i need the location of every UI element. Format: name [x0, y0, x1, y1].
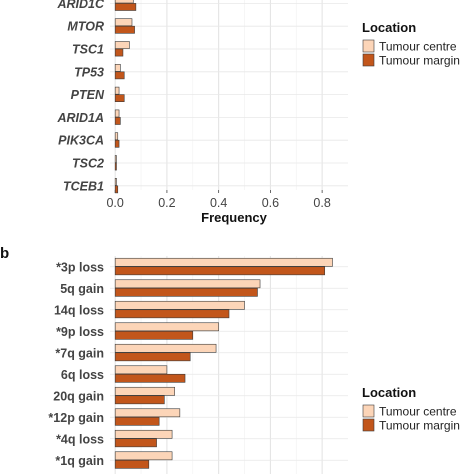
x-tick-label: 0.2 [158, 196, 175, 210]
category-label: PIK3CA [58, 134, 104, 148]
bar-tumour-margin [114, 71, 125, 80]
legend-swatch [362, 404, 375, 418]
bar-tumour-centre [114, 41, 130, 49]
x-tick-label: 0.0 [106, 196, 123, 210]
bar-tumour-centre [114, 64, 121, 72]
panel-b-copy-number-chart: *3p loss 5q gain 14q loss *9p loss *7q gain 6… [0, 245, 460, 474]
category-label: *3p loss [56, 260, 104, 274]
bar-tumour-centre [114, 386, 175, 396]
bar-tumour-margin [114, 352, 191, 362]
bar-tumour-centre [114, 132, 119, 141]
bar-tumour-centre [114, 322, 219, 332]
bar-tumour-centre [114, 365, 168, 375]
grid [110, 0, 348, 190]
bar-tumour-centre [114, 109, 120, 118]
category-label: 6q loss [61, 368, 104, 382]
bar-tumour-centre [114, 257, 333, 267]
legend-label: Tumour centre [379, 405, 457, 419]
legend-swatch [362, 53, 375, 67]
bar-tumour-centre [114, 408, 181, 418]
x-tick-label: 0.8 [313, 196, 330, 210]
bar-tumour-margin [114, 266, 326, 276]
bar-tumour-centre [114, 155, 117, 163]
category-label: *7q gain [55, 346, 104, 360]
legend-label: Tumour centre [379, 40, 457, 54]
x-axis-title: Frequency [201, 210, 268, 225]
category-label: *12p gain [48, 411, 104, 425]
category-label: PTEN [71, 88, 105, 102]
legend-label: Tumour margin [379, 419, 460, 433]
panel-a-gene-frequency-chart: ARID1C MTOR TSC1 TP53 PTEN ARID1A PIK3CA TSC2 TC… [56, 0, 460, 225]
bar-tumour-margin [114, 117, 121, 125]
bar-tumour-margin [114, 48, 124, 57]
category-label: *4q loss [56, 432, 104, 446]
bar-tumour-centre [114, 279, 261, 289]
bar-tumour-margin [114, 309, 230, 319]
bar-tumour-margin [114, 25, 135, 34]
panel-label: b [0, 245, 9, 262]
bar-tumour-centre [114, 178, 117, 186]
x-tick-label: 0.6 [262, 196, 279, 210]
bar-tumour-margin [114, 3, 137, 11]
bar-tumour-margin [114, 438, 157, 448]
category-label: ARID1A [56, 111, 104, 125]
bar-tumour-margin [114, 287, 258, 297]
bar-tumour-margin [114, 395, 165, 405]
legend-swatch [362, 418, 375, 432]
category-label: TP53 [74, 65, 104, 79]
bar-tumour-centre [114, 429, 173, 439]
bar-tumour-margin [114, 139, 120, 148]
category-label: 5q gain [60, 282, 104, 296]
category-label: *9p loss [56, 325, 104, 339]
bar-tumour-margin [114, 416, 160, 426]
legend-label: Tumour margin [379, 54, 460, 68]
bar-tumour-centre [114, 451, 173, 461]
category-label: MTOR [67, 20, 104, 34]
bar-tumour-centre [114, 0, 134, 4]
bar-tumour-margin [114, 162, 117, 171]
category-label: 20q gain [53, 389, 104, 403]
bar-tumour-centre [114, 86, 120, 95]
category-label: TSC1 [72, 43, 104, 57]
bar-tumour-margin [114, 94, 125, 102]
category-label: TCEB1 [63, 179, 104, 193]
bar-tumour-margin [114, 185, 119, 194]
bar-tumour-centre [114, 300, 245, 310]
bar-tumour-centre [114, 343, 217, 353]
bar-tumour-margin [114, 330, 194, 340]
legend-title: Location [362, 385, 416, 400]
legend-title: Location [362, 20, 416, 35]
bar-tumour-margin [114, 459, 150, 469]
x-tick-label: 0.4 [210, 196, 227, 210]
category-label: 14q loss [54, 303, 104, 317]
category-label: TSC2 [72, 157, 104, 171]
legend-swatch [362, 39, 375, 53]
bar-tumour-margin [114, 373, 186, 383]
bar-tumour-centre [114, 18, 133, 27]
category-label: ARID1C [56, 0, 105, 11]
category-label: *1q gain [55, 454, 104, 468]
